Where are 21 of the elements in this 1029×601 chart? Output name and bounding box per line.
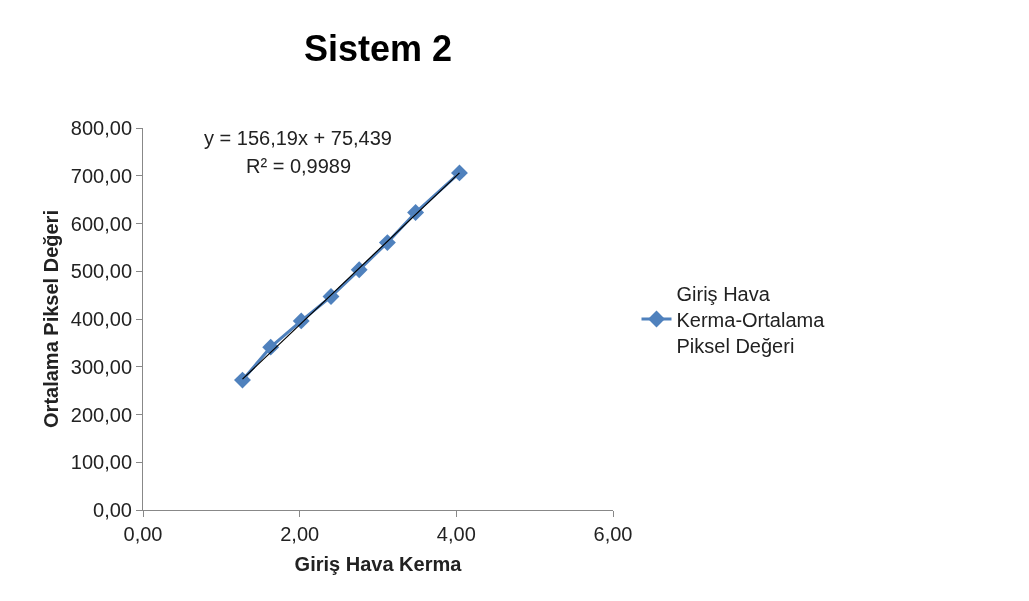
y-tick-label: 700,00 — [70, 164, 132, 187]
y-tick-label: 200,00 — [70, 403, 132, 426]
chart-title: Sistem 2 — [303, 27, 453, 69]
y-tick-label: 300,00 — [70, 355, 132, 378]
legend-label: Giriş Hava Kerma-Ortalama Piksel Değeri — [676, 282, 826, 357]
y-tick-label: 800,00 — [70, 117, 132, 139]
y-tick-label: 500,00 — [70, 260, 132, 283]
x-tick-label: 4,00 — [436, 523, 476, 545]
x-tick-label: 2,00 — [280, 523, 320, 545]
y-tick-label: 0,00 — [93, 499, 132, 521]
x-tick-label: 0,00 — [123, 523, 163, 545]
annotation: R² = 0,9989 — [246, 155, 352, 177]
point — [451, 164, 468, 182]
annotation: y = 156,19x + 75,439 — [204, 127, 392, 149]
y-axis-title: Ortalama Piksel Değeri — [40, 210, 63, 428]
y-tick-label: 400,00 — [70, 308, 132, 330]
point — [234, 371, 251, 389]
x-tick-label: 6,00 — [593, 523, 633, 545]
y-tick-label: 100,00 — [70, 451, 132, 474]
y-tick-label: 600,00 — [70, 212, 132, 235]
x-axis-title: Giriş Hava Kerma — [294, 552, 463, 575]
